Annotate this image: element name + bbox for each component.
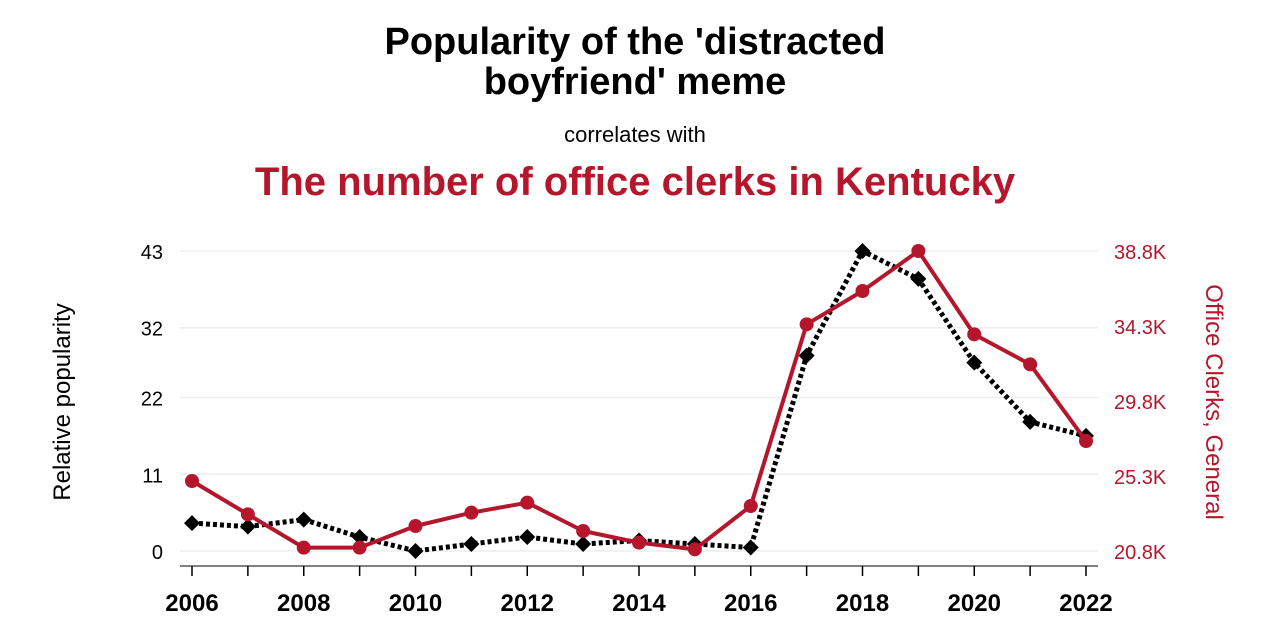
y-right-tick-label: 38.8K: [1114, 242, 1167, 264]
data-point: [576, 524, 591, 538]
series-popularity: [184, 243, 1094, 559]
chart-second-title: The number of office clerks in Kentucky: [254, 160, 1016, 204]
x-tick-label: 2022: [1059, 590, 1112, 617]
axes: 43 32 22 11 0 38.8K 34.3K 29.8K 25.3K 20.8K 2006 20…: [141, 242, 1167, 617]
x-tick-label: 2014: [612, 590, 666, 617]
y-axis-left-label: Relative popularity: [49, 303, 76, 500]
data-point: [911, 244, 926, 258]
gridlines: [180, 250, 1098, 552]
chart-title-line2: boyfriend' meme: [483, 61, 787, 103]
data-point: [295, 511, 312, 528]
data-point: [1079, 434, 1093, 448]
y-right-tick-label: 25.3K: [1114, 467, 1167, 489]
data-point: [463, 536, 480, 553]
data-point: [743, 499, 758, 513]
x-tick-label: 2016: [724, 590, 777, 617]
data-point: [687, 542, 702, 557]
y-axis-right-label: Office Clerks, General: [1200, 284, 1227, 520]
chart-title: Popularity of the 'distracted boyfriend'…: [0, 22, 1270, 102]
data-point: [967, 327, 982, 342]
x-tick-label: 2010: [389, 590, 442, 617]
data-point: [184, 515, 200, 532]
y-left-tick-label: 22: [141, 389, 163, 411]
data-point: [185, 474, 199, 488]
data-point: [575, 536, 592, 553]
x-tick-label: 2020: [948, 590, 1001, 617]
y-left-tick-label: 43: [141, 242, 163, 264]
data-point: [519, 529, 536, 546]
data-point: [351, 529, 368, 546]
data-point: [352, 540, 367, 555]
data-point: [966, 354, 983, 371]
x-tick-label: 2018: [836, 590, 889, 617]
data-point: [854, 243, 871, 259]
data-point: [520, 495, 535, 510]
data-point: [632, 535, 646, 550]
chart-title-line1: Popularity of the 'distracted: [384, 21, 886, 63]
y-right-tick-label: 29.8K: [1114, 392, 1167, 414]
data-point: [407, 543, 424, 559]
y-right-tick-label: 20.8K: [1114, 542, 1167, 564]
data-point: [1022, 413, 1039, 430]
data-point: [296, 540, 311, 555]
series-office-clerks: [185, 244, 1093, 557]
x-tick-label: 2006: [165, 590, 218, 617]
data-point: [240, 507, 255, 522]
y-left-tick-label: 11: [142, 465, 163, 487]
series-line: [191, 248, 1087, 554]
data-point: [1023, 357, 1038, 372]
x-tick-label: 2012: [501, 590, 554, 617]
y-right-tick-label: 34.3K: [1114, 317, 1167, 339]
series-line: [190, 249, 1088, 552]
data-point: [798, 347, 815, 364]
data-point: [464, 505, 479, 520]
data-point: [239, 518, 256, 535]
y-left-tick-label: 0: [152, 542, 163, 564]
y-left-tick-label: 32: [141, 319, 163, 341]
chart-subtitle: correlates with: [564, 122, 706, 147]
series-layer: [184, 243, 1094, 559]
data-point: [910, 270, 927, 287]
data-point: [742, 539, 759, 556]
data-point: [799, 317, 814, 332]
data-point: [408, 519, 423, 533]
x-tick-label: 2008: [277, 590, 330, 617]
data-point: [855, 284, 870, 298]
